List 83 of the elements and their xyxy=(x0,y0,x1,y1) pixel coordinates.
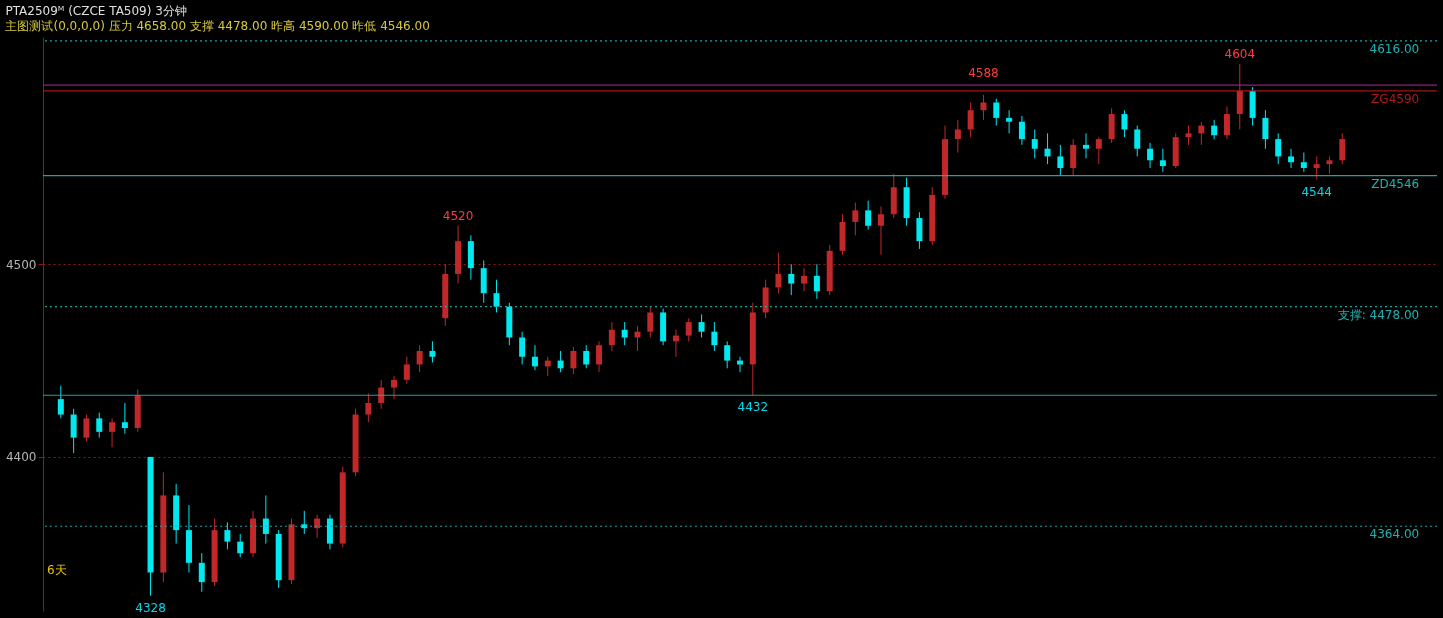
candlestick xyxy=(1262,109,1269,150)
candlestick xyxy=(1211,119,1218,140)
candlestick xyxy=(1031,128,1038,159)
candlestick xyxy=(519,331,526,365)
annotation: 4588 xyxy=(968,65,999,80)
candlestick xyxy=(788,263,795,296)
candlestick xyxy=(954,119,961,154)
candlestick xyxy=(813,263,820,300)
annotation: 4544 xyxy=(1301,184,1332,199)
candlestick xyxy=(1236,63,1243,130)
candlestick xyxy=(83,414,90,442)
candlestick xyxy=(1185,125,1192,146)
candlestick xyxy=(96,412,103,439)
candlestick xyxy=(378,379,385,410)
candlestick xyxy=(1275,132,1282,165)
candlestick xyxy=(1070,138,1077,177)
candlestick xyxy=(416,344,423,373)
candlestick xyxy=(70,408,77,454)
candlestick xyxy=(647,306,654,338)
candlestick xyxy=(1147,142,1154,169)
candlestick xyxy=(608,321,615,352)
candlestick xyxy=(1006,109,1013,134)
candlestick xyxy=(1198,121,1205,146)
candlestick xyxy=(724,340,731,369)
ref-line-label: 支撑: 4478.00 xyxy=(1337,307,1420,322)
candlestick xyxy=(1057,144,1064,177)
candlestick xyxy=(301,510,308,535)
candlestick xyxy=(1339,132,1346,165)
candlestick xyxy=(429,340,436,364)
candlestick xyxy=(121,402,128,435)
candlestick xyxy=(570,346,577,375)
candlestick xyxy=(224,521,231,550)
candlestick xyxy=(1095,136,1102,165)
candlestick xyxy=(980,94,987,121)
candlestick xyxy=(365,392,372,423)
candlestick xyxy=(531,344,538,371)
chart-title: PTA2509ᴹ (CZCE TA509) 3分钟 xyxy=(5,4,187,18)
candlestick xyxy=(916,211,923,250)
candlestick xyxy=(596,340,603,373)
candlestick xyxy=(685,317,692,342)
candlestick xyxy=(1121,109,1128,138)
candlestick xyxy=(403,356,410,385)
candlestick xyxy=(314,514,321,539)
candlestick xyxy=(801,267,808,292)
candlestick xyxy=(198,552,205,593)
y-tick-label: 4400 xyxy=(5,450,37,465)
ref-line-label: ZG4590 xyxy=(1371,91,1420,106)
candlestick xyxy=(852,202,859,236)
candlestick xyxy=(711,321,718,352)
candlestick xyxy=(57,385,64,419)
annotation: 4604 xyxy=(1224,46,1256,61)
candlestick xyxy=(262,494,269,545)
candlestick xyxy=(1044,132,1051,165)
candlestick xyxy=(865,200,872,231)
candlestick xyxy=(775,252,782,294)
annotation: 4520 xyxy=(442,208,474,223)
chart-subtitle: 主图测试(0,0,0,0) 压力 4658.00 支撑 4478.00 昨高 4590.00 昨低 4546.00 xyxy=(5,19,430,33)
candlestick xyxy=(1159,148,1166,173)
candlestick xyxy=(1300,152,1307,173)
annotation: 6天 xyxy=(47,563,67,577)
candlestick xyxy=(557,350,564,373)
candlestick xyxy=(1313,155,1320,181)
candlestick xyxy=(1083,132,1089,159)
candlestick xyxy=(993,98,1000,127)
ref-line-label: 4616.00 xyxy=(1369,41,1420,56)
candlestick xyxy=(109,417,116,448)
ref-line-label: ZD4546 xyxy=(1371,176,1420,191)
candlestick xyxy=(698,313,705,338)
candlestick xyxy=(1223,105,1230,140)
y-tick-label: 4500 xyxy=(5,257,37,272)
candlestick xyxy=(1288,148,1295,169)
candlestick xyxy=(391,375,397,400)
candlestick xyxy=(237,533,244,558)
candlestick xyxy=(967,101,974,138)
candlestick xyxy=(493,279,500,313)
candlestick xyxy=(621,321,628,346)
candlestick xyxy=(1018,115,1025,146)
candlestick xyxy=(877,206,884,256)
candlestick xyxy=(1134,125,1141,157)
annotation: 4328 xyxy=(135,600,166,615)
ref-line-label: 4364.00 xyxy=(1369,527,1420,542)
candlestick xyxy=(583,344,590,369)
annotation: 4432 xyxy=(737,400,769,415)
